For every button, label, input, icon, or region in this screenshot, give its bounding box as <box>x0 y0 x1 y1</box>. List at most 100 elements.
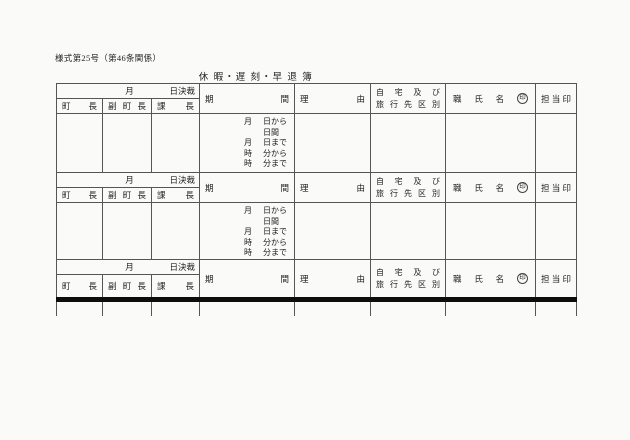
mayor-stamp-cell <box>57 203 103 260</box>
deputy-mayor-stamp-cell <box>103 203 152 260</box>
char: 宅 <box>394 87 403 97</box>
record-block-3: 月 日決裁 町長 副町長 課長 期間 理由 自宅及び 旅行先区別 <box>56 260 577 316</box>
char: 氏 <box>474 93 483 104</box>
approver-deputy-mayor-header: 副町長 <box>103 275 152 297</box>
char: 宅 <box>394 176 403 186</box>
residence-header: 自宅及び 旅行先区別 <box>371 84 446 114</box>
approver-section-chief-header: 課長 <box>152 275 200 297</box>
residence-header-line1: 自宅及び <box>376 87 440 99</box>
seal-char: 印 <box>519 274 526 282</box>
period-line: 時 分まで <box>200 159 294 170</box>
char: 名 <box>495 182 505 193</box>
approver-section-chief-header: 課長 <box>152 188 200 203</box>
char: 町 <box>122 281 132 291</box>
char: 職 <box>453 93 462 104</box>
approver-deputy-mayor-header: 副町長 <box>103 99 152 114</box>
approver-deputy-mayor-header: 副町長 <box>103 188 152 203</box>
approval-month-label: 月 <box>125 86 134 96</box>
period-unit: 時 <box>244 159 252 169</box>
char: 担 <box>541 93 550 104</box>
char: 由 <box>356 182 365 193</box>
char: 自 <box>376 176 384 186</box>
char: 由 <box>356 273 365 284</box>
char: 長 <box>137 190 146 200</box>
period-label: 日まで <box>263 227 287 237</box>
char: 先 <box>404 188 412 198</box>
char: 長 <box>88 281 97 291</box>
char: 副 <box>108 281 117 291</box>
char: 氏 <box>474 182 483 193</box>
period-line: 時 分から <box>200 238 294 249</box>
reason-header: 理由 <box>295 173 371 203</box>
char: 自 <box>376 87 384 97</box>
approver-mayor-header: 町長 <box>57 188 103 203</box>
char: 印 <box>562 93 571 104</box>
char: 別 <box>432 99 440 109</box>
char: 由 <box>356 93 365 104</box>
residence-cell <box>371 114 446 173</box>
name-header: 職氏名 印 <box>446 260 536 297</box>
staff-seal-cell <box>536 203 577 260</box>
char: 期 <box>205 93 214 104</box>
approver-section-chief-header: 課長 <box>152 99 200 114</box>
period-unit: 月 <box>244 117 252 126</box>
approval-month-label: 月 <box>125 175 134 185</box>
deputy-mayor-stamp-cell <box>103 114 152 173</box>
record-block-header: 月 日決裁 町長 副町長 課長 期間 理由 自宅及び 旅行先区別 <box>57 84 577 114</box>
name-header: 職氏名 印 <box>446 84 536 114</box>
record-row: 月日から 日間 月日まで 時分から 時分まで <box>57 203 577 260</box>
residence-header: 自宅及び 旅行先区別 <box>371 260 446 297</box>
char: び <box>431 267 440 277</box>
char: 先 <box>404 279 412 289</box>
page-break-rule <box>56 297 577 302</box>
char: 当 <box>551 182 561 193</box>
period-header: 期間 <box>200 173 295 203</box>
staff-seal-header: 担当印 <box>536 84 577 114</box>
char: 町 <box>122 101 132 111</box>
period-line: 月 日から <box>200 117 294 128</box>
char: 名 <box>495 93 505 104</box>
period-line: 月 日まで <box>200 227 294 238</box>
period-label: 日から <box>263 117 287 126</box>
leave-register-table: 月 日決裁 町長 副町長 課長 期間 理由 自宅及び 旅行先区別 <box>56 83 577 316</box>
residence-header-line1: 自宅及び <box>376 176 440 188</box>
char: 長 <box>185 281 194 291</box>
char: 職 <box>453 182 462 193</box>
approval-section: 月 日決裁 町長 副町長 課長 <box>57 260 200 297</box>
period-label: 日間 <box>263 127 279 137</box>
period-unit: 月 <box>244 227 252 237</box>
record-row: 月日から 日間 月日まで 時分から 時分まで <box>57 114 577 173</box>
approval-date-header: 月 日決裁 <box>57 84 200 99</box>
char: 担 <box>541 182 550 193</box>
approver-mayor-header: 町長 <box>57 275 103 297</box>
staff-seal-cell <box>536 114 577 173</box>
char: 区 <box>418 188 426 198</box>
period-unit <box>244 217 263 228</box>
char: 当 <box>551 93 561 104</box>
seal-char: 印 <box>519 183 526 191</box>
period-unit: 時 <box>244 248 252 258</box>
approval-decide-label: 日決裁 <box>169 262 195 272</box>
residence-header: 自宅及び 旅行先区別 <box>371 173 446 203</box>
name-cell <box>446 302 536 316</box>
char: 及 <box>413 176 422 186</box>
record-block-2: 月 日決裁 町長 副町長 課長 期間 理由 自宅及び 旅行先区別 <box>57 173 577 260</box>
residence-cell <box>371 203 446 260</box>
approver-columns: 町長 副町長 課長 <box>57 275 200 297</box>
section-chief-stamp-cell <box>152 203 200 260</box>
char: 担 <box>541 273 550 284</box>
period-unit: 月 <box>244 138 252 148</box>
char: 期 <box>205 273 214 284</box>
residence-cell <box>371 302 446 316</box>
period-cell: 月日から 日間 月日まで 時分から 時分まで <box>200 114 295 173</box>
period-line: 月 日まで <box>200 138 294 149</box>
char: び <box>431 176 440 186</box>
record-block-1: 月 日決裁 町長 副町長 課長 期間 理由 自宅及び 旅行先区別 <box>57 84 577 173</box>
char: 長 <box>185 101 194 111</box>
char: 区 <box>418 99 426 109</box>
char: 副 <box>108 190 117 200</box>
period-label: 分まで <box>263 159 287 169</box>
approval-decide-label: 日決裁 <box>169 175 195 185</box>
char: 印 <box>562 182 571 193</box>
